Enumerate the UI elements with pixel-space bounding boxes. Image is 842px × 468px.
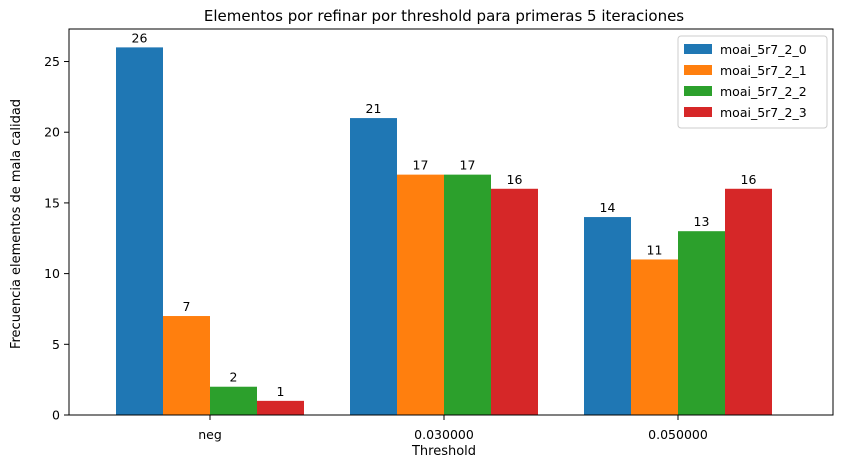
- data-label: 16: [507, 172, 523, 187]
- x-axis-label: Threshold: [411, 444, 476, 459]
- bar-moai_5r7_2_2-1: [444, 174, 491, 415]
- legend-swatch-moai_5r7_2_3: [684, 107, 712, 117]
- legend-box: [677, 35, 828, 129]
- data-label: 17: [460, 158, 476, 173]
- legend-swatch-moai_5r7_2_2: [684, 86, 712, 96]
- legend-entry: moai_5r7_2_1: [720, 63, 807, 78]
- data-label: 13: [694, 214, 710, 229]
- data-label: 17: [413, 158, 429, 173]
- legend: moai_5r7_2_0 moai_5r7_2_1 moai_5r7_2_2moai…: [677, 35, 828, 129]
- chart-title: Elementos por refinar por threshold para…: [204, 7, 684, 25]
- data-label: 1: [277, 384, 285, 399]
- data-label: 16: [741, 172, 757, 187]
- data-label: 26: [132, 30, 148, 45]
- data-label: 2: [230, 370, 238, 385]
- bar-moai_5r7_2_2-0: [210, 386, 257, 415]
- bar-moai_5r7_2_0-1: [350, 118, 397, 416]
- data-label: 7: [183, 299, 191, 314]
- x-tick-label: neg: [198, 427, 222, 442]
- data-label: 14: [600, 200, 616, 215]
- bar-moai_5r7_2_1-0: [163, 316, 210, 415]
- bar-moai_5r7_2_1-2: [631, 259, 678, 415]
- plot-frame: [68, 28, 834, 416]
- bar-moai_5r7_2_3-0: [257, 400, 304, 415]
- x-tick-label: 0.030000: [414, 427, 474, 442]
- bar-moai_5r7_2_1-1: [397, 174, 444, 415]
- y-tick-label: 10: [44, 266, 60, 281]
- legend-entry: moai_5r7_2_0: [720, 42, 807, 57]
- y-axis-label: Frecuencia elementos de mala calidad: [9, 99, 24, 349]
- y-tick-label: 15: [44, 195, 60, 210]
- data-label: 21: [366, 101, 382, 116]
- bar-moai_5r7_2_0-0: [116, 47, 163, 415]
- legend-swatch-moai_5r7_2_1: [684, 65, 712, 75]
- y-tick-label: 25: [44, 54, 60, 69]
- bar-moai_5r7_2_3-2: [725, 188, 772, 415]
- data-label: 11: [647, 242, 663, 257]
- legend-swatch-moai_5r7_2_0: [684, 44, 712, 54]
- legend-entry: moai_5r7_2_3: [720, 105, 807, 120]
- y-tick-label: 0: [52, 408, 60, 423]
- legend-entry: moai_5r7_2_2: [720, 84, 807, 99]
- y-tick-label: 5: [52, 337, 60, 352]
- x-tick-label: 0.050000: [648, 427, 708, 442]
- bar-moai_5r7_2_2-2: [678, 231, 725, 415]
- plot-area: 26 21 14 7 17 11 2 17 13 1 16 16 0 5 10 15 20 25 neg 0.0300…: [44, 28, 834, 442]
- bar-moai_5r7_2_0-2: [584, 217, 631, 415]
- y-tick-label: 20: [44, 125, 60, 140]
- bar-moai_5r7_2_3-1: [491, 188, 538, 415]
